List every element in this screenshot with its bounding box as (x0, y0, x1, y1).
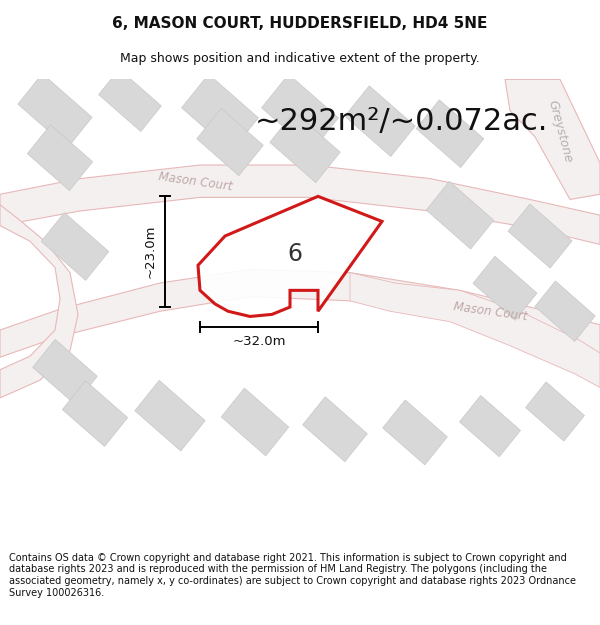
Polygon shape (345, 86, 415, 156)
Polygon shape (350, 272, 600, 388)
Text: ~32.0m: ~32.0m (232, 335, 286, 348)
Polygon shape (262, 74, 338, 151)
Text: Mason Court: Mason Court (157, 170, 233, 193)
Polygon shape (182, 74, 259, 151)
Text: Contains OS data © Crown copyright and database right 2021. This information is : Contains OS data © Crown copyright and d… (9, 552, 576, 598)
Polygon shape (0, 269, 600, 358)
Polygon shape (0, 165, 600, 244)
Polygon shape (535, 281, 595, 341)
Polygon shape (270, 112, 340, 182)
Polygon shape (135, 381, 205, 451)
Polygon shape (198, 196, 382, 316)
Polygon shape (62, 381, 128, 446)
Polygon shape (41, 213, 109, 281)
Polygon shape (473, 256, 537, 321)
Polygon shape (28, 125, 92, 191)
Polygon shape (221, 388, 289, 456)
Polygon shape (18, 74, 92, 148)
Text: ~292m²/~0.072ac.: ~292m²/~0.072ac. (255, 107, 548, 136)
Polygon shape (416, 100, 484, 168)
Polygon shape (505, 79, 600, 199)
Text: Greystone: Greystone (545, 99, 575, 164)
Text: Map shows position and indicative extent of the property.: Map shows position and indicative extent… (120, 52, 480, 64)
Polygon shape (197, 108, 263, 176)
Polygon shape (302, 397, 367, 462)
Polygon shape (508, 204, 572, 268)
Polygon shape (526, 382, 584, 441)
Polygon shape (0, 205, 78, 398)
Text: Mason Court: Mason Court (452, 299, 528, 323)
Polygon shape (98, 69, 161, 131)
Polygon shape (460, 396, 521, 457)
Text: ~23.0m: ~23.0m (144, 225, 157, 279)
Polygon shape (383, 400, 448, 465)
Polygon shape (426, 181, 494, 249)
Polygon shape (32, 339, 97, 404)
Text: 6, MASON COURT, HUDDERSFIELD, HD4 5NE: 6, MASON COURT, HUDDERSFIELD, HD4 5NE (112, 16, 488, 31)
Text: 6: 6 (287, 242, 302, 266)
